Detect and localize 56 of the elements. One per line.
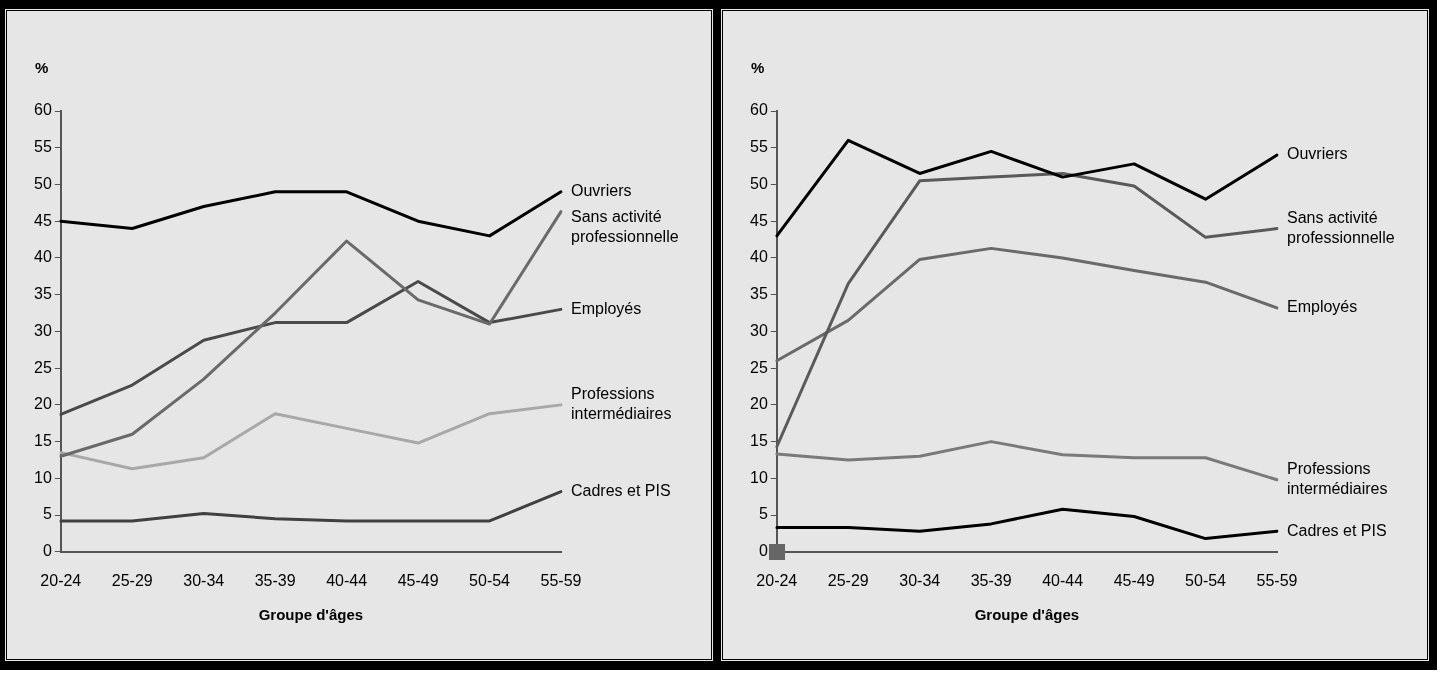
y-tick-label: 45 bbox=[34, 211, 52, 229]
x-tick-label: 25-29 bbox=[827, 571, 869, 589]
x-tick-label: 45-49 bbox=[397, 571, 439, 589]
series-label: Cadres et PIS bbox=[571, 481, 671, 499]
x-axis-title: Groupe d'âges bbox=[258, 606, 364, 624]
x-tick-label: 25-29 bbox=[111, 571, 153, 589]
y-axis-title: % bbox=[35, 59, 49, 77]
series-label: Sans activité professionnelle bbox=[571, 208, 679, 246]
y-tick-label: 15 bbox=[34, 432, 52, 450]
y-tick-label: 5 bbox=[42, 505, 52, 523]
series-label: Ouvriers bbox=[1287, 145, 1348, 163]
y-tick-label: 15 bbox=[750, 432, 768, 450]
y-tick-label: 40 bbox=[750, 248, 768, 266]
y-tick-label: 20 bbox=[750, 395, 768, 413]
y-tick-label: 0 bbox=[758, 542, 768, 560]
y-tick-label: 30 bbox=[34, 321, 52, 339]
series-label: Employés bbox=[571, 299, 642, 317]
x-tick-label: 20-24 bbox=[756, 571, 798, 589]
y-axis-title: % bbox=[751, 59, 765, 77]
y-tick-label: 10 bbox=[750, 468, 768, 486]
y-tick-label: 10 bbox=[34, 468, 52, 486]
series-label: Sans activité professionnelle bbox=[1287, 208, 1395, 246]
y-tick-label: 20 bbox=[34, 395, 52, 413]
y-tick-label: 35 bbox=[750, 285, 768, 303]
series-label: Professions intermédiaires bbox=[571, 385, 672, 423]
x-tick-label: 30-34 bbox=[183, 571, 225, 589]
y-tick-label: 45 bbox=[750, 211, 768, 229]
y-tick-label: 40 bbox=[34, 248, 52, 266]
y-tick-label: 50 bbox=[34, 174, 52, 192]
y-tick-label: 55 bbox=[34, 138, 52, 156]
series-label: Employés bbox=[1287, 298, 1358, 316]
x-tick-label: 40-44 bbox=[1042, 571, 1084, 589]
y-tick-label: 55 bbox=[750, 138, 768, 156]
x-tick-label: 30-34 bbox=[899, 571, 941, 589]
y-tick-label: 60 bbox=[750, 101, 768, 119]
series-label: Ouvriers bbox=[571, 182, 632, 200]
series-label: Professions intermédiaires bbox=[1287, 460, 1388, 498]
y-tick-label: 30 bbox=[750, 321, 768, 339]
x-tick-label: 40-44 bbox=[326, 571, 368, 589]
y-tick-label: 35 bbox=[34, 285, 52, 303]
y-tick-label: 60 bbox=[34, 101, 52, 119]
y-tick-label: 5 bbox=[758, 505, 768, 523]
y-tick-label: 25 bbox=[34, 358, 52, 376]
x-tick-label: 35-39 bbox=[254, 571, 296, 589]
x-axis-title: Groupe d'âges bbox=[974, 606, 1080, 624]
y-tick-label: 50 bbox=[750, 174, 768, 192]
x-tick-label: 55-59 bbox=[1256, 571, 1298, 589]
y-tick-label: 25 bbox=[750, 358, 768, 376]
x-tick-label: 50-54 bbox=[1185, 571, 1227, 589]
series-label: Cadres et PIS bbox=[1287, 521, 1387, 539]
x-tick-label: 55-59 bbox=[540, 571, 582, 589]
y-tick-label: 0 bbox=[42, 542, 52, 560]
x-tick-label: 35-39 bbox=[970, 571, 1012, 589]
x-tick-label: 50-54 bbox=[469, 571, 511, 589]
x-tick-label: 45-49 bbox=[1113, 571, 1155, 589]
x-tick-label: 20-24 bbox=[40, 571, 82, 589]
